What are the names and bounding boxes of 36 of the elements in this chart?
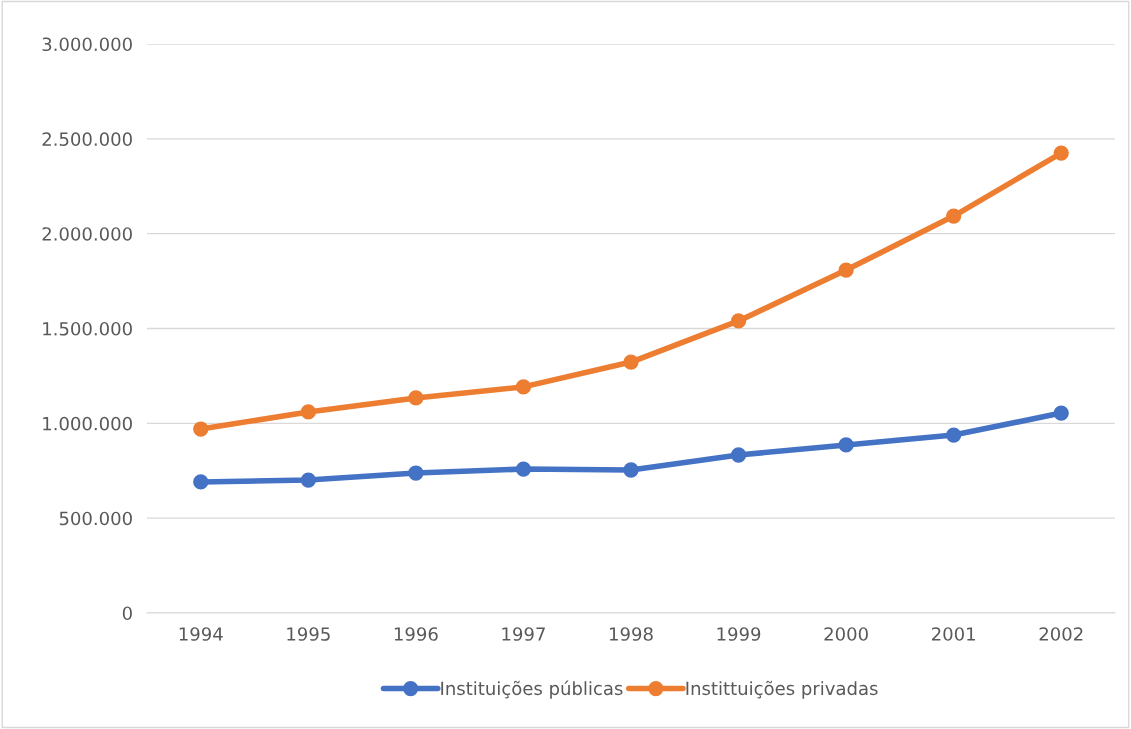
y-tick-label: 2.000.000 (42, 227, 132, 241)
legend-label: Instittuições privadas (686, 680, 878, 699)
point (730, 447, 747, 463)
x-tick-label: 1996 (394, 627, 438, 641)
point (623, 462, 639, 478)
point (515, 461, 532, 477)
point (730, 313, 747, 329)
y-tick-label: 1.000.000 (43, 416, 132, 431)
point (1053, 405, 1069, 421)
point (623, 354, 639, 370)
x-tick-label: 2001 (932, 627, 975, 641)
x-tick-label: 1998 (610, 627, 653, 641)
y-tick-label: 3.000.000 (42, 37, 132, 52)
y-tick-label: 500.000 (59, 511, 132, 526)
x-tick-label: 1995 (287, 627, 330, 641)
y-tick-label: 0 (122, 606, 132, 621)
point (1053, 145, 1069, 161)
point (946, 427, 962, 443)
point (193, 474, 209, 490)
point (408, 390, 424, 406)
x-tick-label: 1994 (179, 627, 223, 641)
x-tick-label: 2002 (1039, 627, 1083, 641)
point (515, 379, 532, 395)
x-tick-label: 1997 (502, 627, 545, 641)
y-tick-label: 2.500.000 (42, 132, 132, 146)
legend-label: Instituições públicas (441, 680, 623, 699)
point (408, 465, 424, 481)
point (838, 262, 854, 278)
point (946, 208, 962, 224)
y-tick-label: 1.500.000 (43, 321, 132, 336)
point (300, 472, 316, 488)
x-tick-label: 2000 (824, 627, 868, 641)
point (300, 404, 316, 420)
x-tick-label: 1999 (717, 627, 761, 641)
point (838, 437, 854, 453)
point (193, 421, 209, 437)
